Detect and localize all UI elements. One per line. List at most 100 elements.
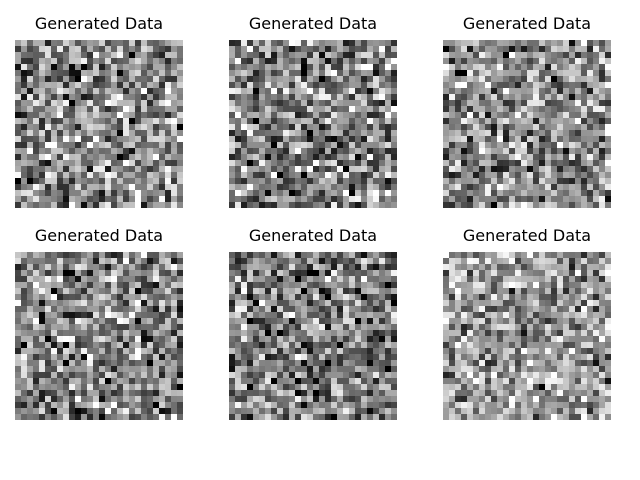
heatmap-cell	[449, 184, 456, 191]
heatmap-cell	[271, 154, 278, 161]
heatmap-cell	[581, 258, 588, 265]
heatmap-cell	[449, 282, 456, 289]
heatmap-cell	[27, 202, 34, 208]
heatmap-cell	[147, 414, 154, 420]
heatmap-cell	[491, 366, 498, 373]
heatmap-cell	[241, 94, 248, 101]
heatmap-cell	[69, 390, 76, 397]
heatmap-cell	[307, 324, 314, 331]
heatmap-cell	[93, 52, 100, 59]
heatmap-cell	[599, 372, 606, 379]
heatmap-cell	[265, 384, 272, 391]
heatmap-cell	[159, 342, 166, 349]
heatmap-cell	[325, 354, 332, 361]
heatmap-cell	[497, 414, 504, 420]
heatmap-cell	[135, 312, 142, 319]
heatmap-cell	[159, 112, 166, 119]
heatmap-cell	[177, 46, 183, 53]
heatmap-cell	[27, 112, 34, 119]
heatmap-cell	[177, 390, 183, 397]
heatmap-cell	[159, 288, 166, 295]
heatmap-cell	[391, 64, 397, 71]
heatmap-cell	[551, 112, 558, 119]
heatmap-cell	[259, 70, 266, 77]
heatmap-cell	[391, 190, 397, 197]
heatmap-cell	[599, 402, 606, 409]
heatmap-cell	[171, 396, 178, 403]
heatmap-cell	[527, 336, 534, 343]
heatmap-cell	[467, 330, 474, 337]
heatmap-cell	[177, 354, 183, 361]
heatmap-cell	[325, 154, 332, 161]
heatmap-cell	[283, 70, 290, 77]
heatmap-cell	[75, 172, 82, 179]
heatmap-cell	[515, 112, 522, 119]
heatmap-cell	[545, 390, 552, 397]
heatmap-cell	[485, 402, 492, 409]
heatmap-cell	[385, 82, 392, 89]
heatmap-cell	[153, 70, 160, 77]
heatmap-cell	[165, 390, 172, 397]
heatmap-cell	[575, 300, 582, 307]
heatmap-cell	[449, 64, 456, 71]
heatmap-cell	[271, 282, 278, 289]
heatmap-cell	[241, 124, 248, 131]
heatmap-cell	[21, 390, 28, 397]
heatmap-cell	[277, 318, 284, 325]
heatmap-cell	[51, 130, 58, 137]
heatmap-cell	[75, 136, 82, 143]
heatmap-cell	[361, 76, 368, 83]
heatmap-cell	[455, 94, 462, 101]
heatmap-cell	[533, 40, 540, 47]
heatmap-cell	[235, 360, 242, 367]
heatmap-cell	[141, 166, 148, 173]
heatmap-cell	[373, 106, 380, 113]
heatmap-cell	[593, 348, 600, 355]
heatmap-cell	[527, 342, 534, 349]
heatmap-cell	[159, 312, 166, 319]
heatmap-cell	[593, 52, 600, 59]
heatmap-cell	[165, 276, 172, 283]
heatmap-cell	[361, 100, 368, 107]
heatmap-cell	[301, 390, 308, 397]
heatmap-cell	[153, 118, 160, 125]
heatmap-cell	[391, 70, 397, 77]
heatmap-cell	[575, 64, 582, 71]
heatmap-cell	[605, 172, 611, 179]
heatmap-cell	[75, 300, 82, 307]
heatmap-cell	[153, 384, 160, 391]
heatmap-cell	[99, 390, 106, 397]
heatmap-cell	[337, 172, 344, 179]
heatmap-cell	[575, 318, 582, 325]
heatmap-cell	[33, 414, 40, 420]
heatmap-cell	[349, 300, 356, 307]
heatmap-cell	[485, 396, 492, 403]
heatmap-cell	[593, 360, 600, 367]
heatmap-cell	[247, 252, 254, 259]
heatmap-cell	[593, 384, 600, 391]
heatmap-cell	[479, 414, 486, 420]
heatmap-cell	[33, 70, 40, 77]
heatmap-cell	[599, 342, 606, 349]
heatmap-cell	[117, 112, 124, 119]
heatmap-cell	[313, 160, 320, 167]
heatmap-cell	[129, 148, 136, 155]
heatmap-cell	[123, 306, 130, 313]
heatmap-cell	[57, 342, 64, 349]
heatmap-cell	[527, 348, 534, 355]
heatmap-cell	[147, 360, 154, 367]
heatmap-cell	[301, 288, 308, 295]
heatmap-cell	[307, 378, 314, 385]
heatmap-cell	[63, 52, 70, 59]
heatmap-cell	[509, 70, 516, 77]
heatmap-cell	[159, 330, 166, 337]
heatmap-cell	[33, 408, 40, 415]
heatmap-cell	[235, 160, 242, 167]
heatmap-cell	[355, 318, 362, 325]
heatmap-cell	[461, 142, 468, 149]
heatmap-cell	[271, 46, 278, 53]
heatmap-cell	[605, 414, 611, 420]
heatmap-cell	[587, 118, 594, 125]
heatmap-cell	[337, 276, 344, 283]
heatmap-cell	[277, 330, 284, 337]
